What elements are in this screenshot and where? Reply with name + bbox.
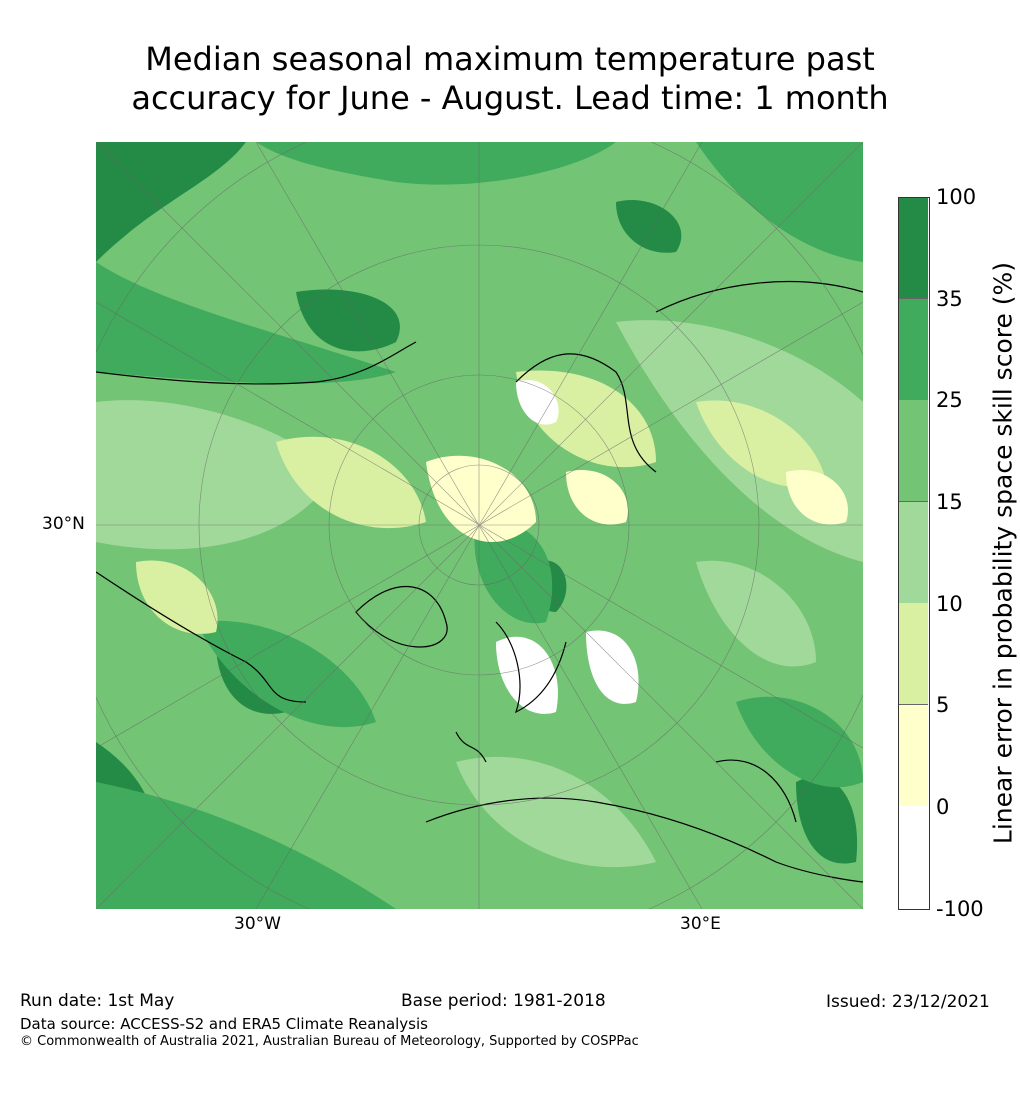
colorbar-segment-10-15 (898, 502, 928, 604)
colorbar-segment-25-35 (898, 299, 928, 401)
colorbar-frame (898, 197, 930, 910)
colorbar-segment-neg100-0 (898, 806, 928, 907)
skill-region-very-low (426, 455, 848, 542)
map-title-line-1: Median seasonal maximum temperature past (145, 40, 875, 78)
colorbar-segment-35-100 (898, 197, 928, 299)
colorbar-tick: 5 (936, 693, 950, 717)
coastlines (96, 281, 863, 883)
map-title-line-2: accuracy for June - August. Lead time: 1… (131, 79, 889, 117)
colorbar-tick: 0 (936, 795, 950, 819)
copyright: © Commonwealth of Australia 2021, Austra… (20, 1034, 639, 1049)
base-period: Base period: 1981-2018 (401, 991, 606, 1011)
colorbar-tick: 15 (936, 490, 963, 514)
colorbar-tick: 25 (936, 388, 963, 412)
colorbar-tick: 10 (936, 592, 963, 616)
lon-label-30w: 30°W (234, 914, 281, 934)
colorbar-segment-0-5 (898, 705, 928, 807)
lat-label-30n: 30°N (42, 514, 85, 534)
colorbar-tick: 35 (936, 287, 963, 311)
colorbar-segment-15-25 (898, 400, 928, 502)
colorbar-tick: 100 (936, 185, 977, 209)
lon-label-30e: 30°E (680, 914, 721, 934)
map-title: Median seasonal maximum temperature past… (0, 40, 1020, 118)
run-date: Run date: 1st May (20, 991, 175, 1011)
skill-region-negative (496, 380, 639, 714)
colorbar-tick: -100 (936, 897, 984, 921)
graticule (96, 142, 863, 909)
data-source: Data source: ACCESS-S2 and ERA5 Climate … (20, 1015, 428, 1033)
issued-date: Issued: 23/12/2021 (826, 992, 990, 1012)
colorbar-title: Linear error in probability space skill … (988, 261, 1018, 845)
colorbar (898, 197, 930, 910)
skill-score-map (96, 142, 863, 909)
colorbar-segment-5-10 (898, 603, 928, 705)
skill-region-mid-high (96, 142, 863, 909)
